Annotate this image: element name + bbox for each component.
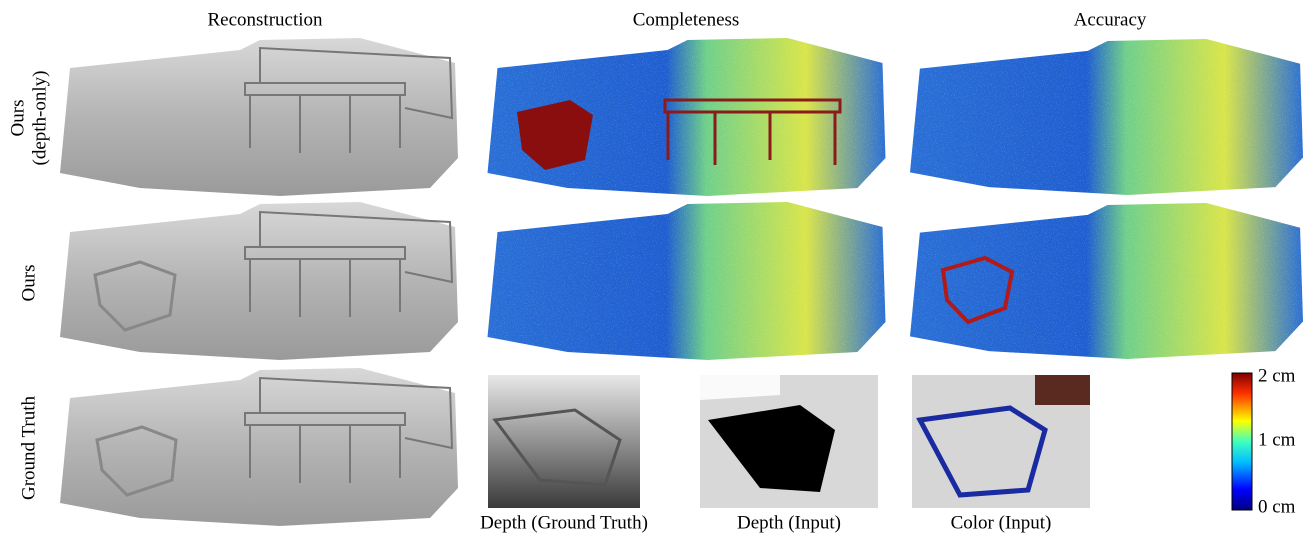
depth-input-basket: [708, 405, 835, 492]
row-label: Ours: [18, 265, 39, 302]
captions: Depth (Ground Truth) Depth (Input) Color…: [480, 512, 1051, 533]
table-error: [663, 98, 842, 165]
depth-gt-basket: [492, 408, 622, 487]
colorbar-label: 1 cm: [1258, 429, 1296, 450]
row-label: Ground Truth: [18, 396, 39, 500]
color-input-table: [1035, 375, 1090, 405]
colorbar: [1231, 372, 1253, 511]
depth-input-wall: [700, 375, 780, 400]
column-header: Accuracy: [1074, 9, 1147, 30]
row-label: Ours: [7, 100, 28, 137]
error-maps: [485, 38, 1305, 362]
basket-error: [517, 100, 593, 170]
basket: [93, 260, 177, 332]
caption: Color (Input): [951, 512, 1052, 533]
basket: [95, 425, 178, 497]
depth-gt-image: [488, 375, 640, 508]
caption: Depth (Ground Truth): [480, 512, 648, 533]
noise-overlay: [485, 38, 1305, 362]
colorbar-label: 0 cm: [1258, 496, 1296, 517]
caption: Depth (Input): [737, 512, 841, 533]
row-label: (depth-only): [29, 71, 50, 166]
column-header: Reconstruction: [207, 9, 323, 30]
color-input-basket: [916, 405, 1048, 498]
reconstruction-column: [60, 38, 458, 526]
column-header: Completeness: [633, 9, 740, 30]
basket-error: [940, 255, 1015, 325]
column-headers: Reconstruction Completeness Accuracy: [207, 9, 1146, 30]
colorbar-label: 2 cm: [1258, 365, 1296, 386]
